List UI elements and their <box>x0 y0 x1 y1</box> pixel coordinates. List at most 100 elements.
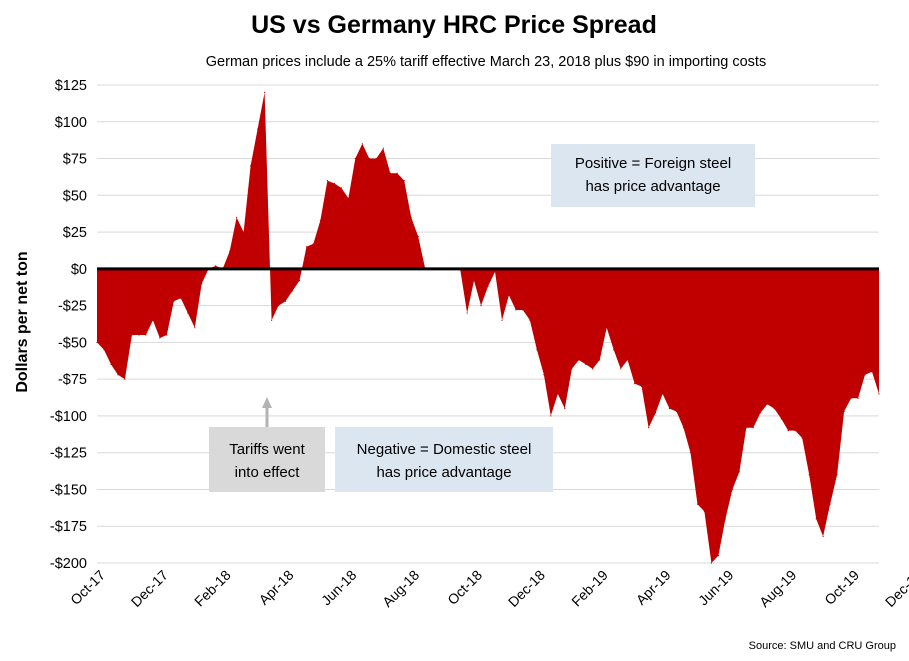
data-point <box>103 349 105 351</box>
data-point <box>829 503 831 505</box>
data-point <box>347 197 349 199</box>
data-point <box>375 157 377 160</box>
data-point <box>627 359 629 361</box>
y-tick-label: -$50 <box>58 335 87 351</box>
data-point <box>843 410 845 413</box>
data-point <box>215 265 217 267</box>
data-point <box>717 555 720 557</box>
data-point <box>312 243 314 245</box>
data-point <box>731 488 734 491</box>
data-point <box>319 219 321 221</box>
data-point <box>871 371 873 373</box>
negative-annotation-box <box>335 427 553 492</box>
y-tick-label: $75 <box>63 152 87 168</box>
data-point <box>571 368 573 370</box>
data-point <box>724 518 727 520</box>
positive-annotation-line-1: Positive = Foreign steel <box>575 155 731 172</box>
data-point <box>620 368 622 370</box>
data-point <box>536 349 538 351</box>
data-point <box>250 165 252 167</box>
data-point <box>689 452 692 454</box>
data-point <box>138 334 140 336</box>
y-axis-ticks: $125 $100 $75 $50 $25 $0 -$25 -$50 -$75 -$100 -$12… <box>50 78 87 572</box>
y-tick-label: -$100 <box>50 409 87 425</box>
data-point <box>396 172 398 174</box>
y-tick-label: $125 <box>55 78 87 94</box>
data-point <box>592 368 594 370</box>
data-point <box>389 172 391 174</box>
data-point <box>271 319 273 321</box>
data-point <box>857 397 859 399</box>
data-point <box>794 430 796 432</box>
data-point <box>864 374 866 376</box>
data-point <box>117 374 119 376</box>
y-tick-label: -$175 <box>50 519 87 535</box>
data-point <box>173 300 175 302</box>
positive-annotation-line-2: has price advantage <box>585 178 720 195</box>
data-point <box>145 334 147 336</box>
negative-annotation: Negative = Domestic steel has price adva… <box>335 427 553 492</box>
data-point <box>159 337 161 339</box>
data-point <box>305 246 308 248</box>
data-point <box>822 535 824 538</box>
data-point <box>480 305 482 307</box>
data-point <box>152 319 154 321</box>
x-tick-label: Oct-19 <box>821 567 862 608</box>
data-point <box>326 180 328 182</box>
tariff-annotation-box <box>209 427 325 492</box>
data-point <box>361 143 363 145</box>
data-point <box>585 363 587 365</box>
data-point <box>96 341 98 343</box>
negative-annotation-line-1: Negative = Domestic steel <box>357 441 532 458</box>
data-point <box>264 91 266 93</box>
data-point <box>808 474 810 476</box>
spread-area-fill <box>97 92 879 564</box>
data-point <box>655 412 657 414</box>
x-tick-label: Feb-18 <box>191 567 234 610</box>
data-point <box>466 312 468 314</box>
data-point <box>340 187 342 189</box>
x-tick-label: Dec-17 <box>128 567 171 610</box>
data-point <box>599 359 601 361</box>
y-tick-label: -$25 <box>58 299 87 315</box>
data-point <box>773 408 775 410</box>
data-point <box>166 334 168 336</box>
data-point <box>752 427 754 429</box>
data-point <box>662 393 664 395</box>
x-tick-label: Dec-19 <box>882 567 909 610</box>
y-tick-label: $50 <box>63 188 87 204</box>
data-point <box>836 474 838 476</box>
x-tick-label: Apr-18 <box>256 567 297 608</box>
data-point <box>668 408 671 410</box>
data-point <box>696 503 699 505</box>
data-point <box>801 437 803 439</box>
data-point <box>703 510 706 513</box>
data-point <box>564 408 566 410</box>
y-tick-label: -$75 <box>58 372 87 388</box>
data-point <box>850 397 852 399</box>
data-point <box>187 312 189 314</box>
data-point <box>382 147 384 149</box>
y-tick-label: -$200 <box>50 556 87 572</box>
data-point <box>403 180 405 182</box>
data-point <box>550 415 552 417</box>
data-point <box>787 430 789 432</box>
data-point <box>410 216 412 218</box>
data-point <box>368 157 370 160</box>
data-point <box>675 410 678 413</box>
data-point <box>515 309 517 311</box>
x-tick-label: Feb-19 <box>568 567 611 610</box>
x-tick-label: Jun-19 <box>695 567 737 609</box>
tariff-arrow-head <box>262 397 272 408</box>
data-point <box>878 393 880 395</box>
data-point <box>229 250 231 252</box>
data-point <box>354 157 356 160</box>
positive-annotation-box <box>551 144 755 207</box>
data-point <box>766 403 768 405</box>
y-tick-label: $100 <box>55 115 87 131</box>
x-tick-label: Aug-19 <box>756 567 799 610</box>
data-point <box>738 471 741 473</box>
data-point <box>613 349 615 351</box>
y-tick-label: -$150 <box>50 482 87 498</box>
chart-subtitle: German prices include a 25% tariff effec… <box>206 54 766 70</box>
